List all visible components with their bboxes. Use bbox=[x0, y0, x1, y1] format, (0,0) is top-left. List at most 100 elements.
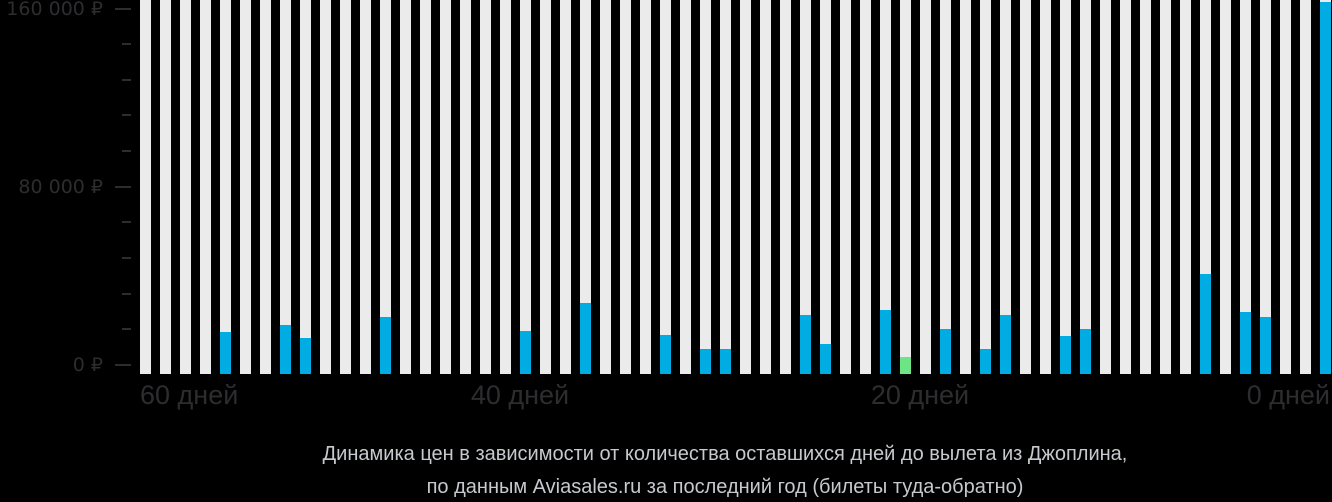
bar-track bbox=[1140, 0, 1151, 374]
bar-track bbox=[220, 0, 231, 374]
bar-track bbox=[540, 0, 551, 374]
bar-day-2[interactable] bbox=[1280, 0, 1291, 374]
bar-day-5[interactable] bbox=[1220, 0, 1231, 374]
bar-day-7[interactable] bbox=[1180, 0, 1191, 374]
bar-day-22[interactable] bbox=[880, 0, 891, 374]
bar-day-14[interactable] bbox=[1040, 0, 1051, 374]
bar-track bbox=[920, 0, 931, 374]
bar-track bbox=[880, 0, 891, 374]
bar-track bbox=[1260, 0, 1271, 374]
bar-day-10[interactable] bbox=[1120, 0, 1131, 374]
bar-day-46[interactable] bbox=[400, 0, 411, 374]
y-axis-label-0: 0 ₽ bbox=[72, 354, 103, 376]
price-bar bbox=[1060, 336, 1071, 374]
bar-track bbox=[200, 0, 211, 374]
bar-track bbox=[600, 0, 611, 374]
bar-day-9[interactable] bbox=[1140, 0, 1151, 374]
bar-day-25[interactable] bbox=[820, 0, 831, 374]
bar-day-50[interactable] bbox=[320, 0, 331, 374]
price-bar bbox=[800, 315, 811, 374]
bar-track bbox=[260, 0, 271, 374]
bar-day-52[interactable] bbox=[280, 0, 291, 374]
bar-day-59[interactable] bbox=[140, 0, 151, 374]
bar-day-39[interactable] bbox=[540, 0, 551, 374]
bar-track bbox=[140, 0, 151, 374]
bar-track bbox=[660, 0, 671, 374]
bar-day-43[interactable] bbox=[460, 0, 471, 374]
bar-day-51[interactable] bbox=[300, 0, 311, 374]
bar-day-17[interactable] bbox=[980, 0, 991, 374]
bar-day-24[interactable] bbox=[840, 0, 851, 374]
bar-day-56[interactable] bbox=[200, 0, 211, 374]
price-bar bbox=[880, 309, 891, 374]
x-axis-label-60-days: 60 дней bbox=[140, 380, 239, 410]
chart-title: Динамика цен в зависимости от количества… bbox=[322, 443, 1128, 465]
bar-day-21[interactable] bbox=[900, 0, 911, 374]
price-bar bbox=[380, 316, 391, 374]
bar-day-36[interactable] bbox=[600, 0, 611, 374]
bar-day-48[interactable] bbox=[360, 0, 371, 374]
bar-day-23[interactable] bbox=[860, 0, 871, 374]
bar-track bbox=[740, 0, 751, 374]
bar-day-31[interactable] bbox=[700, 0, 711, 374]
bar-track bbox=[860, 0, 871, 374]
y-axis-label-80000: 80 000 ₽ bbox=[18, 175, 103, 198]
bar-day-0[interactable] bbox=[1320, 0, 1331, 374]
bar-track bbox=[340, 0, 351, 374]
bar-day-27[interactable] bbox=[780, 0, 791, 374]
bar-day-12[interactable] bbox=[1080, 0, 1091, 374]
bar-day-44[interactable] bbox=[440, 0, 451, 374]
bar-day-26[interactable] bbox=[800, 0, 811, 374]
bar-day-16[interactable] bbox=[1000, 0, 1011, 374]
bar-day-53[interactable] bbox=[260, 0, 271, 374]
bar-day-38[interactable] bbox=[560, 0, 571, 374]
x-axis-label-40-days: 40 дней bbox=[470, 380, 570, 410]
bar-track bbox=[400, 0, 411, 374]
bar-track bbox=[1040, 0, 1051, 374]
bar-day-57[interactable] bbox=[180, 0, 191, 374]
bar-day-13[interactable] bbox=[1060, 0, 1071, 374]
bar-track bbox=[460, 0, 471, 374]
bar-track bbox=[1280, 0, 1291, 374]
bar-track bbox=[420, 0, 431, 374]
y-axis-label-160000: 160 000 ₽ bbox=[6, 0, 103, 20]
bar-day-11[interactable] bbox=[1100, 0, 1111, 374]
bar-day-55[interactable] bbox=[220, 0, 231, 374]
bar-day-42[interactable] bbox=[480, 0, 491, 374]
bar-track bbox=[900, 0, 911, 374]
bar-day-58[interactable] bbox=[160, 0, 171, 374]
bar-day-4[interactable] bbox=[1240, 0, 1251, 374]
bar-day-6[interactable] bbox=[1200, 0, 1211, 374]
bar-day-49[interactable] bbox=[340, 0, 351, 374]
bar-day-54[interactable] bbox=[240, 0, 251, 374]
bar-day-29[interactable] bbox=[740, 0, 751, 374]
bar-day-20[interactable] bbox=[920, 0, 931, 374]
price-bar bbox=[720, 348, 731, 374]
bar-day-28[interactable] bbox=[760, 0, 771, 374]
y-axis-minor-tick bbox=[122, 114, 131, 117]
bar-day-40[interactable] bbox=[520, 0, 531, 374]
bar-track bbox=[780, 0, 791, 374]
bar-day-19[interactable] bbox=[940, 0, 951, 374]
bar-day-30[interactable] bbox=[720, 0, 731, 374]
price-bar bbox=[1000, 315, 1011, 374]
price-bar bbox=[1200, 274, 1211, 374]
bar-day-32[interactable] bbox=[680, 0, 691, 374]
bar-day-37[interactable] bbox=[580, 0, 591, 374]
bar-day-33[interactable] bbox=[660, 0, 671, 374]
bar-day-47[interactable] bbox=[380, 0, 391, 374]
bar-day-3[interactable] bbox=[1260, 0, 1271, 374]
chart-caption: Динамика цен в зависимости от количества… bbox=[118, 438, 1332, 502]
bar-day-35[interactable] bbox=[620, 0, 631, 374]
bar-track bbox=[300, 0, 311, 374]
price-bar bbox=[1260, 316, 1271, 374]
bar-day-45[interactable] bbox=[420, 0, 431, 374]
bar-day-15[interactable] bbox=[1020, 0, 1031, 374]
bar-day-34[interactable] bbox=[640, 0, 651, 374]
bar-day-18[interactable] bbox=[960, 0, 971, 374]
bar-day-1[interactable] bbox=[1300, 0, 1311, 374]
y-axis-minor-tick bbox=[122, 78, 131, 81]
bar-day-41[interactable] bbox=[500, 0, 511, 374]
y-axis-minor-tick bbox=[122, 328, 131, 331]
bar-day-8[interactable] bbox=[1160, 0, 1171, 374]
